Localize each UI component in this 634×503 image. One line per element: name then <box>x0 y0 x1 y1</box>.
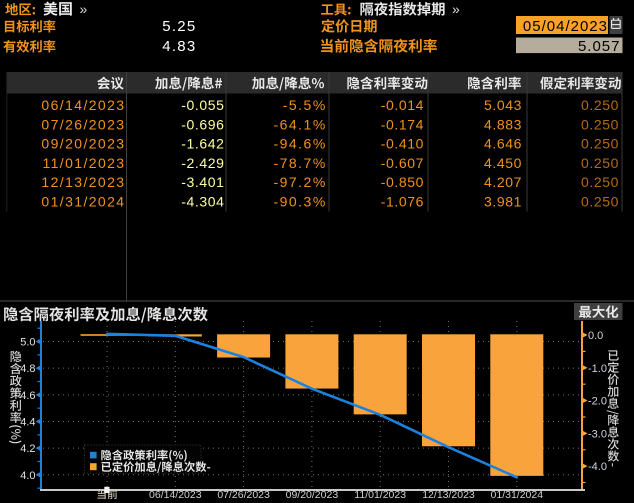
svg-text:0.250: 0.250 <box>581 174 619 190</box>
svg-text:-0.607: -0.607 <box>381 155 424 171</box>
svg-text:07/26/2023: 07/26/2023 <box>217 489 270 501</box>
svg-text:-1.642: -1.642 <box>181 136 224 152</box>
svg-text:06/14/2023: 06/14/2023 <box>149 489 202 501</box>
svg-text:-1.076: -1.076 <box>381 194 424 210</box>
svg-text:4.2: 4.2 <box>20 443 35 455</box>
svg-text:05/04/2023: 05/04/2023 <box>523 18 608 35</box>
svg-text:5.057: 5.057 <box>578 38 621 55</box>
svg-text:4.0: 4.0 <box>20 470 35 482</box>
svg-text:-78.7%: -78.7% <box>273 155 326 171</box>
svg-text:-0.055: -0.055 <box>181 97 224 113</box>
svg-text:-64.1%: -64.1% <box>273 116 326 132</box>
svg-text:01/31/2024: 01/31/2024 <box>41 194 125 210</box>
svg-text:12/13/2023: 12/13/2023 <box>41 174 125 190</box>
svg-text:09/20/2023: 09/20/2023 <box>286 489 339 501</box>
svg-text:-90.3%: -90.3% <box>273 194 326 210</box>
svg-text:4.4: 4.4 <box>20 416 35 428</box>
svg-text:5.043: 5.043 <box>484 97 522 113</box>
svg-text:-5.5%: -5.5% <box>283 97 327 113</box>
svg-text:-2.429: -2.429 <box>181 155 224 171</box>
svg-text:0.250: 0.250 <box>581 97 619 113</box>
svg-text:06/14/2023: 06/14/2023 <box>41 97 125 113</box>
svg-text:4.8: 4.8 <box>20 363 35 375</box>
svg-text:5.0: 5.0 <box>20 337 35 349</box>
svg-text:01/31/2024: 01/31/2024 <box>491 489 544 501</box>
svg-text:4.883: 4.883 <box>484 116 522 132</box>
svg-text:5.25: 5.25 <box>162 18 196 35</box>
svg-text:»: » <box>452 1 460 17</box>
svg-text:12/13/2023: 12/13/2023 <box>422 489 475 501</box>
svg-text:11/01/2023: 11/01/2023 <box>354 489 406 501</box>
svg-text:-1.0: -1.0 <box>588 363 607 375</box>
svg-text:-3.401: -3.401 <box>181 174 224 190</box>
svg-text:11/01/2023: 11/01/2023 <box>42 155 125 171</box>
svg-text:0.250: 0.250 <box>581 155 619 171</box>
svg-text:0.0: 0.0 <box>588 330 603 342</box>
svg-text:4.646: 4.646 <box>484 136 522 152</box>
svg-text:09/20/2023: 09/20/2023 <box>41 136 125 152</box>
svg-text:4.450: 4.450 <box>484 155 522 171</box>
svg-text:07/26/2023: 07/26/2023 <box>41 116 125 132</box>
svg-text:4.83: 4.83 <box>162 38 196 55</box>
svg-text:0.250: 0.250 <box>581 116 619 132</box>
svg-text:-4.0: -4.0 <box>588 461 607 473</box>
svg-text:3.981: 3.981 <box>484 194 522 210</box>
svg-text:-0.014: -0.014 <box>381 97 424 113</box>
svg-text:0.250: 0.250 <box>581 194 619 210</box>
svg-text:-2.0: -2.0 <box>588 396 607 408</box>
svg-text:-94.6%: -94.6% <box>273 136 326 152</box>
svg-text:-3.0: -3.0 <box>588 428 607 440</box>
svg-text:-4.304: -4.304 <box>181 194 224 210</box>
svg-text:»: » <box>80 1 88 17</box>
svg-text:-0.174: -0.174 <box>381 116 424 132</box>
svg-text:4.6: 4.6 <box>20 390 35 402</box>
svg-text:0.250: 0.250 <box>581 136 619 152</box>
svg-text:-0.410: -0.410 <box>381 136 424 152</box>
svg-text:-97.2%: -97.2% <box>273 174 326 190</box>
svg-text:4.207: 4.207 <box>484 174 522 190</box>
svg-text:-0.850: -0.850 <box>381 174 424 190</box>
svg-text:-0.696: -0.696 <box>181 116 224 132</box>
